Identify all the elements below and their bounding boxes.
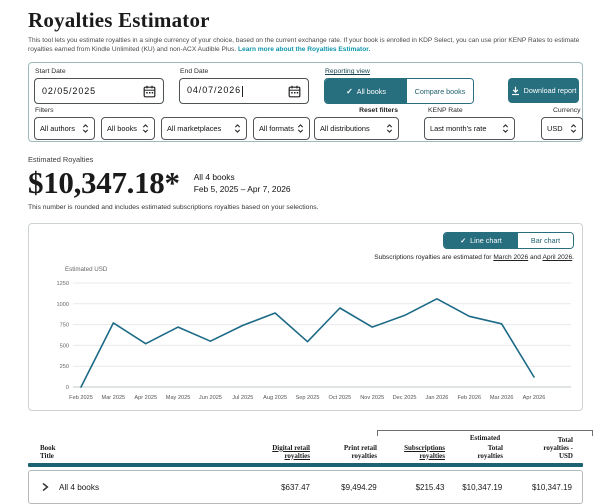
estimated-group-header: Estimated: [28, 426, 593, 442]
svg-text:May 2025: May 2025: [166, 395, 191, 401]
estimated-royalties-summary: Estimated Royalties $10,347.18* All 4 bo…: [28, 155, 583, 211]
learn-more-link[interactable]: Learn more about the Royalties Estimator…: [238, 46, 371, 53]
svg-text:1250: 1250: [57, 281, 69, 287]
description-text: This tool lets you estimate royalties in…: [28, 37, 580, 53]
all-books-toggle-button[interactable]: ✓ All books: [325, 79, 407, 103]
compare-books-toggle-button[interactable]: Compare books: [407, 79, 473, 103]
stepper-icon: [570, 123, 577, 134]
stepper-icon: [297, 123, 304, 134]
svg-text:Estimated USD: Estimated USD: [65, 266, 108, 273]
text-cursor: [242, 85, 244, 97]
stepper-icon: [142, 123, 149, 134]
row-subscriptions-royalties: $215.43: [415, 482, 445, 492]
stepper-icon: [234, 123, 241, 134]
page-title: Royalties Estimator: [28, 8, 210, 32]
bar-chart-button[interactable]: Bar chart: [518, 233, 573, 248]
start-date-input[interactable]: 02/05/2025: [34, 78, 164, 104]
april-2026-link[interactable]: April 2026: [542, 254, 573, 261]
subscriptions-note: Subscriptions royalties are estimated fo…: [374, 254, 574, 261]
svg-text:Aug 2025: Aug 2025: [263, 395, 287, 401]
row-digital-retail-royalties: $637.47: [281, 482, 310, 492]
summary-date-range: Feb 5, 2025 – Apr 7, 2026: [193, 184, 291, 194]
currency-dropdown[interactable]: USD: [541, 117, 583, 140]
svg-text:1000: 1000: [57, 302, 69, 308]
svg-text:Sep 2025: Sep 2025: [296, 395, 320, 401]
svg-text:0: 0: [66, 385, 69, 391]
table-header-divider: [28, 463, 583, 468]
chart-card: ✓ Line chart Bar chart Subscriptions roy…: [28, 223, 583, 411]
reporting-view-toggle: ✓ All books Compare books: [324, 78, 474, 104]
svg-text:250: 250: [60, 364, 69, 370]
estimated-group-label: Estimated: [464, 434, 506, 442]
svg-text:Mar 2025: Mar 2025: [102, 395, 126, 401]
stepper-icon: [502, 123, 509, 134]
row-book-title: All 4 books: [59, 482, 100, 492]
formats-filter-dropdown[interactable]: All formats: [253, 117, 310, 140]
svg-text:Jul 2025: Jul 2025: [232, 395, 253, 401]
royalties-table: Estimated Book Title Digital retail roya…: [28, 426, 593, 504]
calendar-icon[interactable]: [288, 85, 301, 98]
controls-panel: Start Date End Date Reporting view 02/05…: [28, 62, 583, 142]
royalties-amount: $10,347.18*: [28, 165, 180, 200]
column-total-royalties: Total royalties: [477, 443, 503, 460]
kenp-rate-dropdown[interactable]: Last month's rate: [424, 117, 515, 140]
column-subscriptions-royalties[interactable]: Subscriptions royalties: [404, 443, 445, 460]
filters-label: Filters: [35, 107, 54, 114]
kenp-rate-label: KENP Rate: [428, 107, 463, 114]
svg-text:Dec 2025: Dec 2025: [393, 395, 417, 401]
svg-text:Nov 2025: Nov 2025: [360, 395, 384, 401]
svg-text:Jan 2026: Jan 2026: [425, 395, 448, 401]
svg-text:750: 750: [60, 323, 69, 329]
estimated-bracket: Estimated: [377, 430, 593, 442]
march-2026-link[interactable]: March 2026: [493, 254, 529, 261]
start-date-value: 02/05/2025: [42, 86, 97, 96]
reporting-view-label[interactable]: Reporting view: [325, 68, 370, 75]
column-print-retail-royalties: Print retail royalties: [343, 443, 377, 460]
stepper-icon: [386, 123, 393, 134]
distributions-filter-dropdown[interactable]: All distributions: [314, 117, 399, 140]
svg-text:Feb 2026: Feb 2026: [457, 395, 481, 401]
row-total-royalties-usd: $10,347.19: [531, 482, 572, 492]
svg-text:Feb 2025: Feb 2025: [69, 395, 93, 401]
page-description: This tool lets you estimate royalties in…: [28, 36, 584, 54]
estimated-royalties-label: Estimated Royalties: [28, 155, 94, 164]
column-digital-retail-royalties[interactable]: Digital retail royalties: [272, 443, 310, 460]
summary-note: This number is rounded and includes esti…: [28, 204, 319, 211]
svg-text:500: 500: [60, 343, 69, 349]
reset-filters-link[interactable]: Reset filters: [359, 107, 398, 114]
svg-text:Apr 2026: Apr 2026: [523, 395, 546, 401]
end-date-label: End Date: [180, 68, 209, 75]
row-total-royalties: $10,347.19: [462, 482, 503, 492]
svg-text:Mar 2026: Mar 2026: [490, 395, 514, 401]
books-filter-dropdown[interactable]: All books: [101, 117, 155, 140]
summary-books: All 4 books: [193, 172, 235, 182]
stepper-icon: [82, 123, 89, 134]
svg-text:Apr 2025: Apr 2025: [134, 395, 157, 401]
svg-text:Oct 2025: Oct 2025: [329, 395, 352, 401]
start-date-label: Start Date: [35, 68, 66, 75]
table-header-row: Book Title Digital retail royalties Prin…: [28, 436, 583, 460]
download-icon: [511, 86, 520, 96]
column-total-royalties-usd: Total royalties - USD: [543, 436, 573, 460]
row-print-retail-royalties: $9,494.29: [341, 482, 377, 492]
end-date-input[interactable]: 04/07/2026: [179, 78, 309, 104]
royalties-line-chart: Estimated USD 0 250 500 750 1000 1250 Feb 2025 M…: [57, 266, 571, 401]
svg-text:Jun 2025: Jun 2025: [199, 395, 222, 401]
currency-label: Currency: [553, 107, 581, 114]
check-icon: ✓: [460, 237, 467, 245]
marketplaces-filter-dropdown[interactable]: All marketplaces: [161, 117, 247, 140]
chart-type-toggle: ✓ Line chart Bar chart: [443, 232, 574, 249]
column-book-title: Book Title: [40, 443, 56, 460]
summary-scope: All 4 books Feb 5, 2025 – Apr 7, 2026: [194, 171, 291, 195]
table-row[interactable]: All 4 books $637.47 $9,494.29 $215.43 $1…: [28, 470, 583, 504]
line-chart-button[interactable]: ✓ Line chart: [444, 233, 518, 248]
calendar-icon[interactable]: [143, 85, 156, 98]
check-icon: ✓: [346, 86, 353, 96]
end-date-value: 04/07/2026: [187, 85, 244, 97]
expand-row-chevron-icon[interactable]: [41, 482, 49, 492]
download-report-button[interactable]: Download report: [508, 78, 579, 103]
authors-filter-dropdown[interactable]: All authors: [34, 117, 95, 140]
